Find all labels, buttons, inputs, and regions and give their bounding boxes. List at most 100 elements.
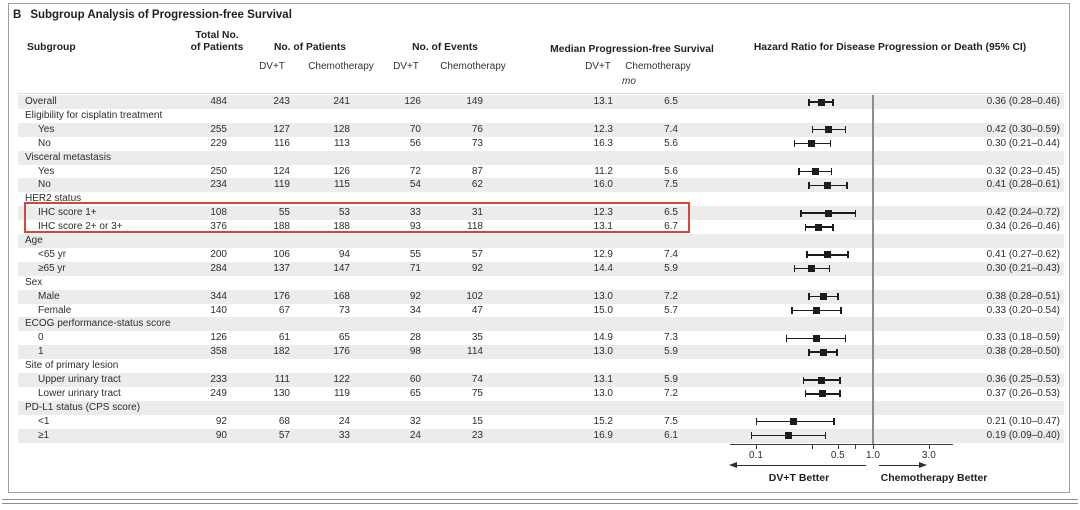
cell-patients-dvt: 55 (278, 207, 290, 219)
cell-events-chemo: 31 (471, 207, 483, 219)
hr-point-marker (824, 181, 832, 189)
cell-median-dvt: 15.2 (593, 415, 613, 427)
ci-cap-left (804, 390, 806, 398)
ci-cap-right (839, 390, 841, 398)
cell-patients-chemo: 33 (338, 429, 350, 441)
cell-median-chemo: 6.1 (664, 429, 678, 441)
cell-total-patients: 284 (210, 262, 227, 274)
header-rule (18, 93, 1064, 94)
hr-point-marker (820, 348, 828, 356)
cell-total-patients: 358 (210, 346, 227, 358)
col-header-median-group: Median Progression-free Survival (550, 44, 714, 55)
cell-total-patients: 484 (210, 96, 227, 107)
cell-total-patients: 108 (210, 207, 227, 219)
cell-events-dvt: 98 (409, 346, 421, 358)
table-row: Visceral metastasis (18, 150, 1064, 165)
cell-patients-chemo: 24 (338, 415, 350, 427)
row-label: Visceral metastasis (25, 151, 111, 163)
cell-events-dvt: 72 (409, 165, 421, 177)
cell-median-dvt: 14.9 (593, 332, 613, 344)
table-row: 0 126 61 65 28 35 14.9 7.3 0.33 (0.18–0.59) (18, 331, 1064, 345)
ci-cap-right (828, 265, 831, 273)
col-header-total-line2: of Patients (190, 42, 244, 53)
row-label: Sex (25, 276, 43, 288)
x-axis-tick-label: 1.0 (866, 450, 880, 461)
panel-letter: B (13, 9, 22, 21)
cell-hazard-ratio-text: 0.33 (0.18–0.59) (986, 332, 1060, 344)
table-row: ≥1 90 57 33 24 23 16.9 6.1 0.19 (0.09–0.40) (18, 428, 1064, 443)
row-label: <1 (38, 415, 50, 427)
cell-events-dvt: 70 (409, 123, 421, 135)
row-label: PD-L1 status (CPS score) (25, 401, 141, 413)
row-label: Eligibility for cisplatin treatment (25, 109, 163, 121)
row-label: HER2 status (25, 193, 82, 205)
reference-line-hr1 (872, 95, 874, 444)
ci-cap-right (833, 418, 835, 426)
row-label: <65 yr (38, 248, 67, 260)
row-label: No (38, 179, 51, 191)
cell-patients-dvt: 111 (274, 374, 290, 385)
cell-events-dvt: 93 (409, 221, 421, 233)
ci-cap-left (750, 432, 753, 440)
ci-cap-right (829, 140, 832, 148)
ci-cap-left (802, 376, 804, 384)
cell-patients-chemo: 128 (333, 123, 350, 135)
cell-median-chemo: 5.9 (664, 262, 678, 274)
cell-patients-dvt: 124 (273, 165, 290, 177)
cell-median-dvt: 16.0 (593, 179, 613, 191)
cell-hazard-ratio-text: 0.38 (0.28–0.51) (986, 290, 1060, 302)
hr-point-marker (808, 265, 816, 273)
ci-cap-right (839, 376, 841, 384)
cell-median-dvt: 16.9 (593, 429, 613, 441)
cell-events-chemo: 35 (471, 332, 483, 344)
cell-median-dvt: 11.2 (594, 165, 613, 177)
cell-median-chemo: 6.5 (664, 207, 678, 219)
cell-median-chemo: 7.5 (664, 179, 678, 191)
left-better-label: DV+T Better (768, 472, 830, 484)
cell-events-chemo: 73 (471, 137, 483, 149)
cell-patients-chemo: 176 (333, 346, 350, 358)
ci-cap-right (847, 251, 849, 259)
col-header-events-group: No. of Events (412, 42, 478, 53)
ci-cap-right (846, 181, 848, 189)
row-label: No (38, 137, 51, 149)
cell-hazard-ratio-text: 0.36 (0.28–0.46) (986, 96, 1060, 107)
cell-patients-chemo: 65 (338, 332, 350, 344)
cell-patients-dvt: 61 (278, 332, 290, 344)
x-axis-line (730, 444, 953, 446)
cell-hazard-ratio-text: 0.30 (0.21–0.44) (986, 137, 1060, 149)
cell-median-chemo: 7.5 (664, 415, 678, 427)
cell-patients-chemo: 241 (333, 96, 350, 107)
cell-total-patients: 234 (210, 179, 227, 191)
hr-point-marker (811, 168, 819, 175)
cell-median-chemo: 5.7 (664, 304, 678, 316)
cell-patients-dvt: 67 (278, 304, 290, 316)
cell-median-chemo: 5.9 (664, 374, 678, 385)
cell-median-dvt: 12.3 (593, 123, 613, 135)
cell-events-dvt: 34 (409, 304, 421, 316)
cell-total-patients: 229 (210, 137, 227, 149)
table-row: IHC score 2+ or 3+ 376 188 188 93 118 13.1 6.7 0… (18, 220, 1064, 234)
cell-median-chemo: 7.4 (664, 123, 678, 135)
x-axis-tick-label: 0.5 (830, 450, 845, 461)
col-header-patients-group: No. of Patients (273, 42, 347, 53)
cell-hazard-ratio-text: 0.36 (0.25–0.53) (986, 374, 1060, 385)
cell-total-patients: 255 (210, 123, 227, 135)
cell-events-dvt: 60 (409, 374, 421, 385)
cell-events-chemo: 114 (467, 346, 483, 358)
cell-events-dvt: 54 (409, 179, 421, 191)
cell-median-chemo: 5.6 (664, 137, 678, 149)
hr-point-marker (817, 376, 825, 384)
ci-cap-left (793, 140, 796, 148)
subheader-dvt-events: DV+T (393, 61, 419, 72)
cell-patients-dvt: 243 (273, 96, 290, 107)
hr-point-marker (785, 432, 793, 440)
cell-events-chemo: 62 (471, 179, 483, 191)
cell-patients-dvt: 137 (273, 262, 290, 274)
cell-median-dvt: 13.0 (593, 290, 613, 302)
cell-median-chemo: 5.6 (664, 165, 678, 177)
hr-point-marker (820, 293, 828, 301)
cell-patients-chemo: 94 (338, 248, 350, 260)
cell-hazard-ratio-text: 0.41 (0.28–0.61) (986, 179, 1060, 191)
row-label: Male (38, 290, 60, 302)
